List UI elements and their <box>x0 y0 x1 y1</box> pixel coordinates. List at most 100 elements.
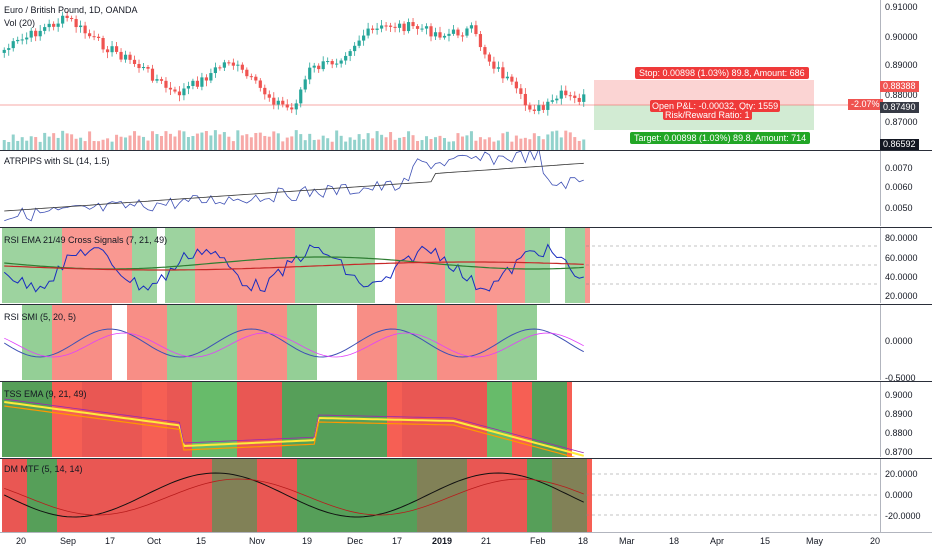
volume-bar <box>568 132 572 150</box>
volume-bar <box>294 130 298 150</box>
volume-bar <box>290 136 294 150</box>
volume-bar <box>164 131 168 150</box>
candle-body <box>182 88 186 96</box>
volume-bar <box>56 137 60 150</box>
candle-body <box>433 32 438 37</box>
volume-bar <box>564 130 568 150</box>
volume-bar <box>79 137 83 150</box>
candle-body <box>424 26 429 29</box>
candle-body <box>339 60 343 64</box>
smi-tick: -0.5000 <box>885 373 916 383</box>
candle-body <box>420 28 424 30</box>
rsi-zone <box>565 228 585 303</box>
volume-bar <box>541 139 545 150</box>
time-tick: 20 <box>870 536 881 546</box>
dmi-axis[interactable] <box>880 459 932 532</box>
time-axis[interactable]: 20 Sep 17 Oct 15 Nov 19 Dec 17 2019 21 F… <box>0 532 932 551</box>
ema-axis[interactable] <box>880 382 932 457</box>
ema-chart[interactable] <box>0 382 880 457</box>
smi-zone <box>357 305 397 380</box>
volume-bar <box>285 137 289 150</box>
volume-bar <box>236 130 240 150</box>
risk-reward-label: Risk/Reward Ratio: 1 <box>663 110 752 120</box>
dmi-pane[interactable]: DM MTF (5, 14, 14) 20.0000 0.0000 -20.00… <box>0 459 932 532</box>
candle-body <box>132 59 137 65</box>
ema-pane[interactable]: TSS EMA (9, 21, 49) 0.9000 0.8900 0.8800… <box>0 382 932 457</box>
dmi-tick: 20.0000 <box>885 469 918 479</box>
time-tick: 19 <box>302 536 313 546</box>
candle-body <box>38 30 42 37</box>
candle-body <box>501 67 505 79</box>
pane-divider[interactable] <box>0 458 932 459</box>
candle-body <box>236 64 240 66</box>
volume-bar <box>380 134 384 150</box>
rsi-zone <box>525 228 550 303</box>
candle-body <box>402 23 406 32</box>
candle-body <box>281 100 285 105</box>
candle-body <box>366 28 370 36</box>
atr-chart[interactable] <box>0 151 880 226</box>
pane-divider[interactable] <box>0 304 932 305</box>
price-axis[interactable] <box>880 0 932 150</box>
time-tick: Sep <box>60 536 77 546</box>
smi-pane[interactable]: RSI SMI (5, 20, 5) 0.0000 -0.5000 <box>0 305 932 383</box>
volume-bar <box>456 133 460 150</box>
candle-body <box>258 80 262 88</box>
time-tick: 17 <box>392 536 403 546</box>
volume-bar <box>402 136 406 150</box>
rsi-pane[interactable]: RSI EMA 21/49 Cross Signals (7, 21, 49) … <box>0 228 932 303</box>
time-tick: 15 <box>760 536 771 546</box>
candle-body <box>505 76 509 79</box>
candle-body <box>2 49 6 53</box>
pane-divider[interactable] <box>0 150 932 151</box>
candle-body <box>465 28 469 36</box>
rsi-axis[interactable] <box>880 228 932 303</box>
volume-bar <box>442 138 446 150</box>
ema-title: TSS EMA (9, 21, 49) <box>4 389 87 399</box>
atr-pane[interactable]: ATRPIPS with SL (14, 1.5) 0.0070 0.0060 … <box>0 151 932 226</box>
candle-body <box>43 27 47 31</box>
candle-body <box>249 76 253 78</box>
atr-tick: 0.0060 <box>885 182 913 192</box>
candle-body <box>460 35 465 37</box>
smi-chart[interactable] <box>0 305 880 380</box>
candle-body <box>191 80 195 87</box>
price-pane[interactable]: Euro / British Pound, 1D, OANDA Vol (20)… <box>0 0 932 150</box>
volume-bar <box>573 137 577 150</box>
candle-body <box>218 67 222 69</box>
volume-bar <box>276 133 280 150</box>
volume-bar <box>249 137 253 150</box>
volume-bar <box>532 133 536 150</box>
ema-zone <box>487 382 512 457</box>
atr-axis[interactable] <box>880 151 932 226</box>
time-tick: Apr <box>710 536 725 546</box>
rsi-zone <box>375 228 395 303</box>
volume-bar <box>186 137 190 150</box>
dmi-chart[interactable] <box>0 459 880 532</box>
volume-bar <box>88 131 92 150</box>
smi-axis[interactable] <box>880 305 932 380</box>
volume-bar <box>339 135 343 150</box>
ema-tick: 0.8900 <box>885 409 913 419</box>
rsi-zone <box>157 228 165 303</box>
volume-bar <box>101 139 105 150</box>
price-tick: 0.88000 <box>885 90 918 100</box>
time-tick: 18 <box>578 536 589 546</box>
volume-bar <box>258 132 262 150</box>
open-pnl-label: Open P&L: -0.00032, Qty: 1559 <box>650 100 781 112</box>
rsi-chart[interactable] <box>0 228 880 303</box>
dmi-zone <box>467 459 527 532</box>
pane-divider[interactable] <box>0 227 932 228</box>
rsi-ema49-line <box>4 261 584 271</box>
pane-divider[interactable] <box>0 381 932 382</box>
candle-body <box>299 89 303 104</box>
candle-body <box>285 104 289 108</box>
time-tick: Nov <box>249 536 266 546</box>
pnl-price-tag: -2.07% <box>848 99 883 110</box>
volume-bar <box>47 136 51 150</box>
candle-body <box>56 23 60 27</box>
dmi-tick: 0.0000 <box>885 490 913 500</box>
ema-slow-line <box>4 398 584 454</box>
volume-bar <box>267 136 271 150</box>
smi-zone <box>2 305 22 380</box>
